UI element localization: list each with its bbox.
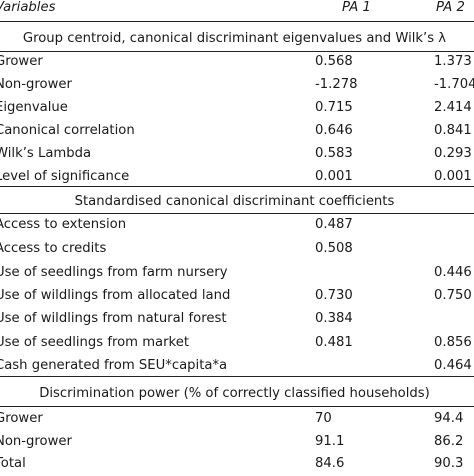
table-row: Use of wildlings from natural forest 0.3… (0, 307, 474, 331)
row-label: Level of significance (0, 169, 130, 184)
row-label: Access to extension (0, 217, 127, 232)
cell-pa1: 0.715 (315, 100, 353, 115)
cell-pa2: 0.841 (434, 123, 472, 138)
cell-pa1: 0.646 (315, 123, 353, 138)
cell-pa1: 0.384 (315, 311, 353, 326)
cell-pa1: 0.583 (315, 146, 353, 161)
cell-pa1: 0.568 (315, 54, 353, 69)
table-row: Level of significance 0.001 0.001 (0, 165, 474, 189)
cell-pa2: 0.446 (434, 265, 472, 280)
cell-pa1: 0.508 (315, 241, 353, 256)
section-rule (0, 51, 474, 52)
cell-pa2: 0.750 (434, 288, 472, 303)
table-row: Wilk’s Lambda 0.583 0.293 (0, 142, 474, 166)
table-row: Cash generated from SEU*capita*a 0.464 (0, 354, 474, 378)
table-row: Access to credits 0.508 (0, 237, 474, 261)
row-label: Eigenvalue (0, 100, 68, 115)
section-title-discrimination: Discrimination power (% of correctly cla… (39, 386, 430, 401)
cell-pa2: 94.4 (434, 411, 464, 426)
table-row: Use of seedlings from farm nursery 0.446 (0, 261, 474, 285)
row-label: Wilk’s Lambda (0, 146, 92, 161)
header-row: Variables PA 1 PA 2 (0, 0, 474, 20)
section-title-centroid: Group centroid, canonical discriminant e… (22, 31, 447, 46)
row-label: Cash generated from SEU*capita*a (0, 358, 228, 373)
cell-pa1: 0.001 (315, 169, 353, 184)
cell-pa1: 70 (315, 411, 332, 426)
section-rule (0, 406, 474, 407)
row-label: Total (0, 456, 26, 471)
section-title-coefficients: Standardised canonical discriminant coef… (74, 194, 395, 209)
header-pa1: PA 1 (342, 0, 371, 15)
row-label: Non-grower (0, 77, 72, 92)
row-label: Canonical correlation (0, 123, 135, 138)
row-label: Non-grower (0, 434, 72, 449)
row-label: Use of wildlings from natural forest (0, 311, 227, 326)
cell-pa2: 0.293 (434, 146, 472, 161)
table-row: Use of wildlings from allocated land 0.7… (0, 284, 474, 308)
cell-pa1: 84.6 (315, 456, 345, 471)
cell-pa2: 0.464 (434, 358, 472, 373)
table-row: Use of seedlings from market 0.481 0.856 (0, 331, 474, 355)
cell-pa1: 91.1 (315, 434, 345, 449)
row-label: Grower (0, 54, 43, 69)
cell-pa1: 0.487 (315, 217, 353, 232)
cell-pa2: 90.3 (434, 456, 464, 471)
table-row: Canonical correlation 0.646 0.841 (0, 119, 474, 143)
header-variables: Variables (0, 0, 56, 15)
row-label: Use of seedlings from farm nursery (0, 265, 228, 280)
row-label: Grower (0, 411, 43, 426)
table-row: Non-grower -1.278 -1.704 (0, 73, 474, 97)
cell-pa2: 0.856 (434, 335, 472, 350)
section-rule (0, 213, 474, 214)
table-row: Eigenvalue 0.715 2.414 (0, 96, 474, 120)
header-rule (0, 21, 474, 22)
row-label: Access to credits (0, 241, 107, 256)
table-row: Grower 0.568 1.373 (0, 50, 474, 74)
table-row: Total 84.6 90.3 (0, 452, 474, 476)
table-row: Grower 70 94.4 (0, 407, 474, 431)
section-rule (0, 376, 474, 377)
table-row: Access to extension 0.487 (0, 213, 474, 237)
cell-pa1: 0.730 (315, 288, 353, 303)
row-label: Use of wildlings from allocated land (0, 288, 231, 303)
cell-pa2: 86.2 (434, 434, 464, 449)
table-row: Non-grower 91.1 86.2 (0, 430, 474, 454)
cell-pa2: 1.373 (434, 54, 472, 69)
cell-pa2: 2.414 (434, 100, 472, 115)
section-rule (0, 186, 474, 187)
cell-pa1: -1.278 (315, 77, 358, 92)
row-label: Use of seedlings from market (0, 335, 189, 350)
header-pa2: PA 2 (436, 0, 465, 15)
cell-pa2: -1.704 (434, 77, 474, 92)
cell-pa2: 0.001 (434, 169, 472, 184)
cell-pa1: 0.481 (315, 335, 353, 350)
